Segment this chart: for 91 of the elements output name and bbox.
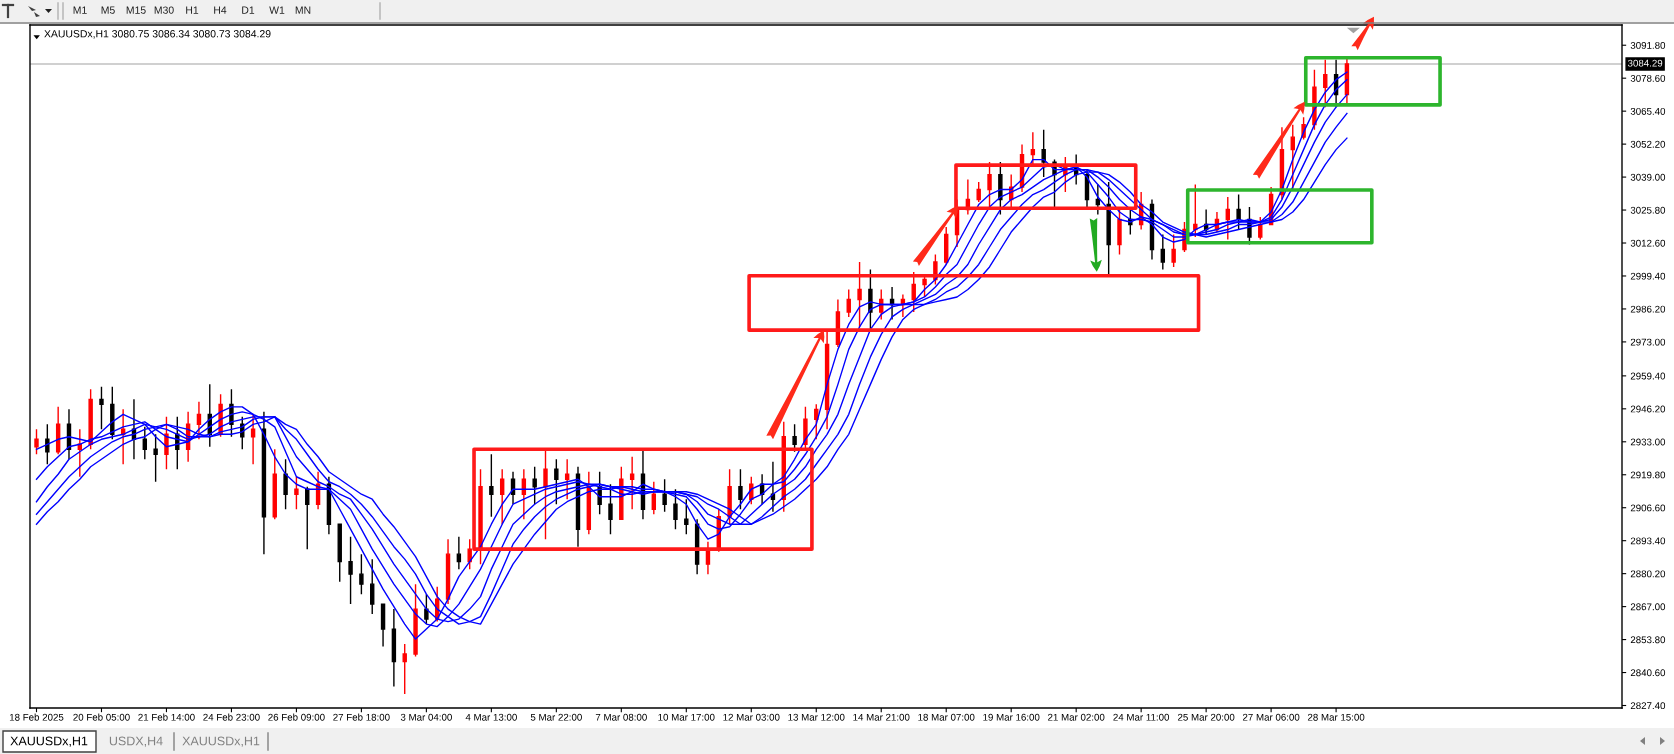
text: MN <box>295 6 311 14</box>
candlestick <box>1095 183 1101 216</box>
x-tick-label: 21 Mar 02:00 <box>1048 713 1105 721</box>
y-tick-label: 2906.60 <box>1630 504 1666 512</box>
text: XAUUSDx,H1 <box>10 736 88 747</box>
x-tick-label: 18 Feb 2025 <box>9 713 64 721</box>
candlestick <box>413 583 418 658</box>
text: H1 <box>186 6 199 14</box>
y-tick-label: 2986.20 <box>1630 305 1666 313</box>
x-tick-label: 26 Feb 09:00 <box>268 713 325 721</box>
candlestick <box>987 161 992 208</box>
candlestick <box>456 535 462 570</box>
x-tick-label: 3 Mar 04:00 <box>400 713 452 721</box>
y-tick-label: 3065.40 <box>1630 107 1666 115</box>
x-tick-label: 27 Mar 06:00 <box>1242 713 1300 721</box>
text: H4 <box>214 6 227 14</box>
candlestick <box>283 458 288 510</box>
candlestick <box>510 471 516 505</box>
x-tick-label: 21 Feb 14:00 <box>138 713 195 721</box>
x-tick-label: 13 Mar 12:00 <box>788 713 845 721</box>
candlestick <box>608 483 613 535</box>
candlestick <box>1160 233 1166 271</box>
y-tick-label: 3012.60 <box>1630 239 1666 247</box>
x-tick-label: 14 Mar 21:00 <box>853 713 910 721</box>
y-tick-label: 3091.80 <box>1630 41 1666 49</box>
candlestick <box>348 535 353 605</box>
y-tick-label: 2893.40 <box>1630 537 1666 545</box>
x-tick-label: 12 Mar 03:00 <box>723 713 780 721</box>
text: W1 <box>269 6 285 14</box>
y-tick-label: 2959.40 <box>1630 372 1666 380</box>
y-tick-label: 2853.80 <box>1630 636 1666 644</box>
y-tick-label: 2880.20 <box>1630 570 1666 578</box>
candlestick <box>380 603 386 648</box>
candlestick <box>250 413 256 465</box>
y-tick-label: 2919.80 <box>1630 471 1666 479</box>
text: M1 <box>73 6 87 14</box>
candlestick <box>424 593 429 625</box>
candlestick <box>1117 208 1122 256</box>
ref-line-label: 3084.29 <box>1627 59 1663 67</box>
x-tick-label: 19 Mar 16:00 <box>983 713 1040 721</box>
y-tick-label: 3025.80 <box>1630 206 1666 214</box>
x-tick-label: 27 Feb 18:00 <box>333 713 390 721</box>
x-tick-label: 5 Mar 22:00 <box>530 713 582 721</box>
x-tick-label: 24 Feb 23:00 <box>203 713 260 721</box>
x-tick-label: 25 Mar 20:00 <box>1177 713 1235 721</box>
candlestick <box>976 181 981 203</box>
candlestick <box>359 553 364 595</box>
y-tick-label: 2827.40 <box>1630 702 1666 710</box>
x-tick-label: 24 Mar 11:00 <box>1113 713 1170 721</box>
candlestick <box>196 401 202 440</box>
candlestick <box>261 411 267 555</box>
text: USDX,H4 <box>109 736 163 747</box>
candlestick <box>521 468 527 520</box>
x-tick-label: 28 Mar 15:00 <box>1307 713 1365 721</box>
candlestick <box>629 456 635 510</box>
y-tick-label: 2946.20 <box>1630 405 1666 413</box>
y-tick-label: 2999.40 <box>1630 272 1666 280</box>
text: M15 <box>126 6 146 14</box>
y-tick-label: 3039.00 <box>1630 173 1666 181</box>
y-tick-label: 2933.00 <box>1630 438 1666 446</box>
candlestick <box>499 468 505 525</box>
candlestick <box>110 386 115 440</box>
x-tick-label: 18 Mar 07:00 <box>918 713 975 721</box>
x-tick-label: 20 Feb 05:00 <box>73 713 130 721</box>
y-tick-label: 3078.60 <box>1630 74 1666 82</box>
candlestick <box>1030 131 1036 166</box>
candlestick <box>55 406 61 455</box>
x-tick-label: 7 Mar 08:00 <box>595 713 647 721</box>
candlestick <box>1171 233 1176 268</box>
candlestick <box>662 478 667 513</box>
candlestick <box>77 428 83 478</box>
text: M5 <box>101 6 115 14</box>
x-tick-label: 4 Mar 13:00 <box>465 713 517 721</box>
candlestick <box>564 458 570 500</box>
x-tick-label: 10 Mar 17:00 <box>658 713 715 721</box>
text: M30 <box>154 6 174 14</box>
candlestick <box>673 488 678 530</box>
chart-title: XAUUSDx,H1 3080.75 3086.34 3080.73 3084.29 <box>44 30 271 39</box>
y-tick-label: 2973.00 <box>1630 338 1666 346</box>
y-tick-label: 2867.00 <box>1630 603 1666 611</box>
y-tick-label: 3052.20 <box>1630 140 1666 148</box>
candlestick <box>792 423 797 453</box>
candlestick <box>478 468 483 565</box>
candlestick <box>445 538 451 605</box>
candlestick <box>467 538 472 570</box>
y-tick-label: 2840.60 <box>1630 669 1666 677</box>
candlestick <box>391 608 397 688</box>
text: D1 <box>242 6 255 14</box>
candlestick <box>738 468 743 510</box>
candlestick <box>900 293 906 318</box>
text: XAUUSDx,H1 <box>182 736 260 747</box>
